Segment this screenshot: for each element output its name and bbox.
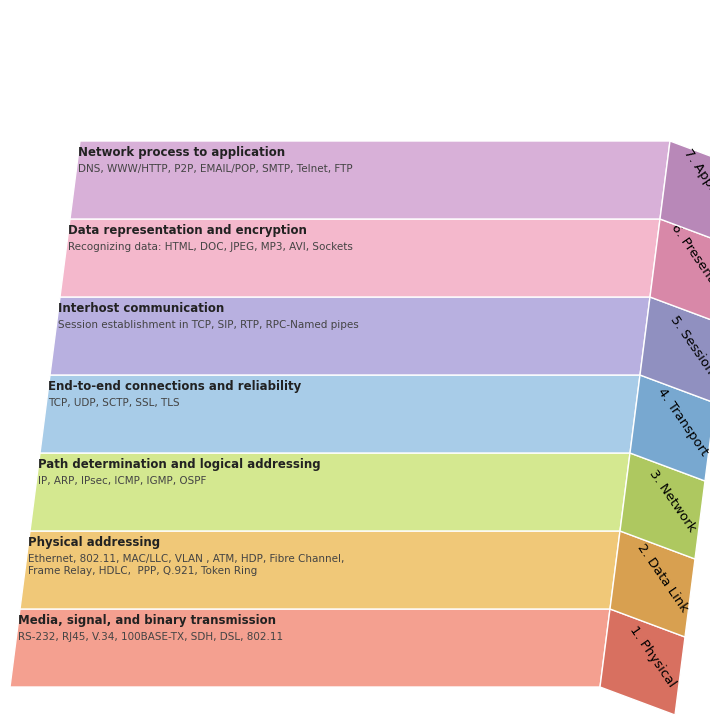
Text: 3. Network: 3. Network	[647, 467, 699, 534]
Polygon shape	[610, 531, 695, 637]
Text: Ethernet, 802.11, MAC/LLC, VLAN , ATM, HDP, Fibre Channel,
Frame Relay, HDLC,  P: Ethernet, 802.11, MAC/LLC, VLAN , ATM, H…	[28, 554, 344, 575]
Text: TCP, UDP, SCTP, SSL, TLS: TCP, UDP, SCTP, SSL, TLS	[48, 398, 180, 408]
Text: 2. Data Link: 2. Data Link	[635, 542, 691, 615]
Text: 6. Presentation: 6. Presentation	[669, 221, 710, 311]
Polygon shape	[630, 375, 710, 481]
Text: Path determination and logical addressing: Path determination and logical addressin…	[38, 458, 321, 471]
Polygon shape	[20, 531, 620, 609]
Text: Media, signal, and binary transmission: Media, signal, and binary transmission	[18, 614, 276, 627]
Text: 1. Physical: 1. Physical	[627, 623, 678, 690]
Polygon shape	[640, 297, 710, 403]
Text: 5. Session: 5. Session	[668, 313, 710, 376]
Polygon shape	[620, 453, 705, 559]
Text: Data representation and encryption: Data representation and encryption	[68, 224, 307, 237]
Polygon shape	[50, 297, 650, 375]
Text: Session establishment in TCP, SIP, RTP, RPC-Named pipes: Session establishment in TCP, SIP, RTP, …	[58, 320, 359, 330]
Text: Recognizing data: HTML, DOC, JPEG, MP3, AVI, Sockets: Recognizing data: HTML, DOC, JPEG, MP3, …	[68, 242, 353, 252]
Polygon shape	[650, 219, 710, 325]
Text: Interhost communication: Interhost communication	[58, 302, 224, 315]
Text: DNS, WWW/HTTP, P2P, EMAIL/POP, SMTP, Telnet, FTP: DNS, WWW/HTTP, P2P, EMAIL/POP, SMTP, Tel…	[78, 164, 353, 174]
Polygon shape	[60, 219, 660, 297]
Polygon shape	[40, 375, 640, 453]
Polygon shape	[10, 609, 610, 687]
Text: 7. Application: 7. Application	[681, 147, 710, 230]
Polygon shape	[660, 141, 710, 247]
Polygon shape	[600, 609, 685, 715]
Text: Network process to application: Network process to application	[78, 146, 285, 159]
Text: RS-232, RJ45, V.34, 100BASE-TX, SDH, DSL, 802.11: RS-232, RJ45, V.34, 100BASE-TX, SDH, DSL…	[18, 632, 283, 642]
Text: Physical addressing: Physical addressing	[28, 536, 160, 549]
Polygon shape	[70, 141, 670, 219]
Text: 4. Transport: 4. Transport	[655, 386, 710, 458]
Polygon shape	[30, 453, 630, 531]
Text: IP, ARP, IPsec, ICMP, IGMP, OSPF: IP, ARP, IPsec, ICMP, IGMP, OSPF	[38, 476, 207, 486]
Text: End-to-end connections and reliability: End-to-end connections and reliability	[48, 380, 301, 393]
